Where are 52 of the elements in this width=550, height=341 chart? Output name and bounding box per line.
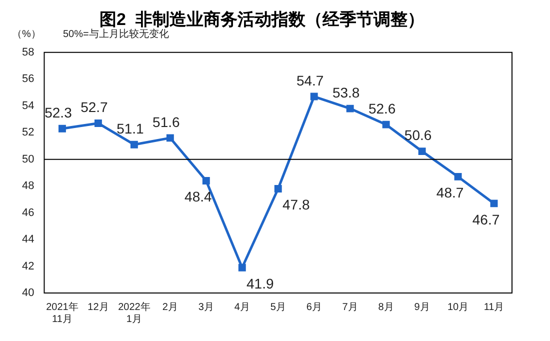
data-label: 51.6 (152, 114, 180, 130)
x-tick-label: 12月 (88, 302, 109, 313)
x-tick-label: 4月 (234, 302, 250, 313)
x-tick-label: 6月 (306, 302, 322, 313)
x-tick-label: 2021年 11月 (46, 300, 78, 325)
x-tick-label: 7月 (342, 302, 358, 313)
point (238, 264, 246, 272)
data-label: 48.4 (184, 188, 212, 205)
data-label: 51.1 (116, 120, 144, 136)
data-label: 52.3 (44, 104, 72, 120)
point (310, 92, 318, 100)
x-tick-label: 2月 (162, 302, 178, 313)
point (346, 104, 354, 112)
point (274, 185, 282, 192)
point (382, 120, 390, 128)
data-label: 46.7 (472, 211, 500, 228)
y-tick-label: 48 (22, 180, 34, 192)
x-tick-label: 5月 (270, 302, 286, 313)
text: 50%=与上月比较无变化 (63, 28, 169, 40)
y-axis-title: （%） (12, 29, 41, 40)
point (166, 134, 174, 142)
y-tick-label: 46 (22, 206, 34, 219)
chart-title: 图2 非制造业商务活动指数（经季节调整） (100, 10, 424, 29)
x-tick-label: 8月 (378, 302, 394, 313)
data-label: 54.7 (296, 72, 324, 88)
data-label: 52.7 (80, 99, 108, 116)
point (490, 200, 498, 208)
data-label: 41.9 (246, 275, 274, 292)
y-tick-label: 42 (22, 260, 34, 272)
data-label: 53.8 (332, 84, 360, 100)
point (58, 124, 66, 132)
data-label: 50.6 (404, 127, 432, 144)
y-tick-label: 40 (22, 287, 34, 300)
x-tick-label: 10月 (447, 302, 469, 313)
point (94, 120, 102, 127)
y-tick-label: 44 (22, 234, 34, 246)
x-tick-label: 9月 (414, 302, 430, 313)
point (454, 172, 462, 180)
data-label: 52.6 (368, 100, 396, 116)
y-tick-label: 52 (22, 126, 34, 139)
y-tick-label: 58 (22, 46, 34, 58)
point (202, 176, 210, 184)
x-tick-label: 11月 (484, 302, 504, 313)
point (418, 148, 426, 156)
x-tick-label: 3月 (198, 302, 214, 313)
y-tick-label: 54 (22, 100, 34, 112)
point (130, 140, 138, 148)
data-label: 48.7 (436, 184, 464, 201)
y-tick-label: 56 (22, 73, 34, 86)
x-tick-label: 2022年 1月 (118, 300, 150, 325)
y-tick-label: 50 (22, 153, 34, 166)
data-label: 47.8 (282, 196, 310, 213)
